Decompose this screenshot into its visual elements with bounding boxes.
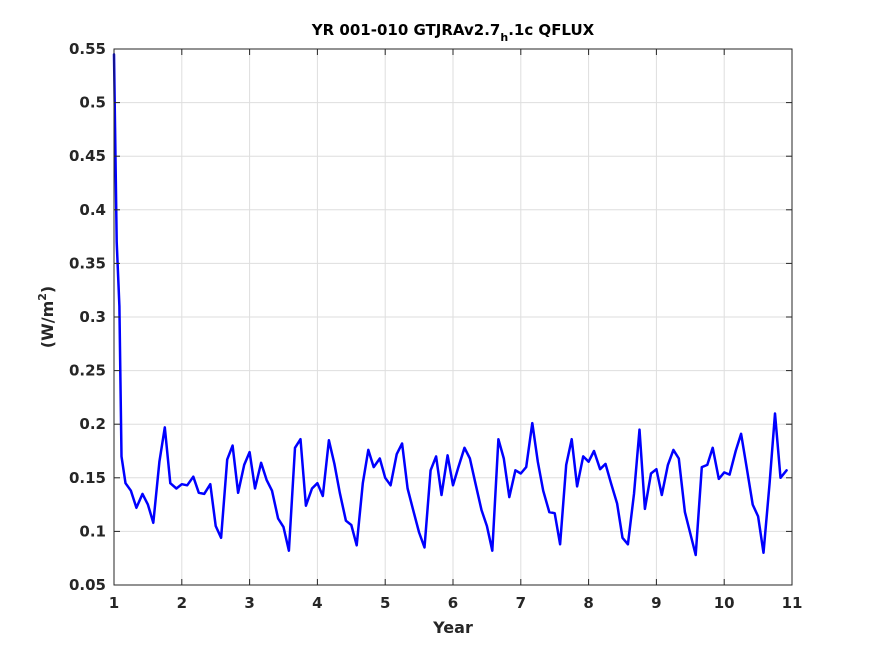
y-tick-label: 0.1 (79, 522, 106, 540)
chart-title-subscript: h (500, 31, 508, 44)
x-tick-label: 9 (651, 594, 661, 612)
x-tick-label: 5 (380, 594, 390, 612)
y-tick-label: 0.3 (79, 308, 106, 326)
y-axis-label-main: (W/m (38, 301, 57, 348)
y-axis-label-tail: ) (38, 286, 57, 293)
x-tick-label: 8 (583, 594, 593, 612)
x-axis-ticks: 1 2 3 4 5 6 7 8 9 10 11 (109, 49, 803, 612)
chart-title-tail: .1c QFLUX (508, 21, 594, 39)
x-tick-label: 1 (109, 594, 119, 612)
y-tick-label: 0.2 (79, 415, 106, 433)
x-tick-label: 10 (714, 594, 735, 612)
y-tick-label: 0.15 (69, 469, 106, 487)
y-axis-ticks: 0.05 0.1 0.15 0.2 0.25 0.3 0.35 0.4 0.45 0.5 0.55 (69, 40, 792, 594)
y-tick-label: 0.5 (79, 94, 106, 112)
x-tick-label: 6 (448, 594, 458, 612)
y-tick-label: 0.25 (69, 362, 106, 380)
x-tick-label: 3 (244, 594, 254, 612)
y-axis-label: (W/m2) (36, 286, 57, 348)
y-tick-label: 0.45 (69, 147, 106, 165)
series-layer (112, 53, 788, 557)
y-tick-label: 0.35 (69, 254, 106, 272)
x-axis-label: Year (432, 618, 473, 637)
y-tick-label: 0.55 (69, 40, 106, 58)
x-tick-label: 2 (177, 594, 187, 612)
y-tick-label: 0.05 (69, 576, 106, 594)
series-line (112, 53, 788, 557)
chart-title: YR 001-010 GTJRAv2.7h.1c QFLUX (311, 21, 595, 44)
y-axis-label-superscript: 2 (36, 293, 49, 301)
x-tick-label: 7 (516, 594, 526, 612)
y-tick-label: 0.4 (79, 201, 106, 219)
x-tick-label: 11 (782, 594, 803, 612)
x-tick-label: 4 (312, 594, 322, 612)
chart-title-main: YR 001-010 GTJRAv2.7 (311, 21, 501, 39)
